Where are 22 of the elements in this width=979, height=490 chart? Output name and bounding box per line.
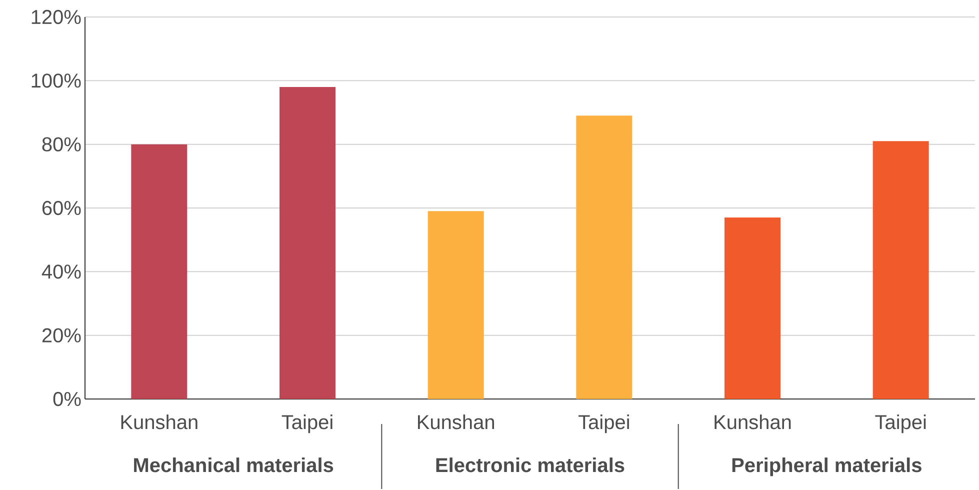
text: Mechanical materials xyxy=(134,458,334,472)
y-tick-label: 100% xyxy=(32,74,81,88)
bar xyxy=(576,116,632,399)
bar xyxy=(131,144,188,399)
x-tick-label: Kunshan xyxy=(714,414,791,430)
y-tick-label: 60% xyxy=(42,200,81,216)
x-tick-label: Taipei xyxy=(578,414,629,434)
bar xyxy=(724,218,781,399)
bar xyxy=(428,211,484,399)
text: Electronic materials xyxy=(436,458,624,472)
text: Peripheral materials xyxy=(732,458,922,476)
x-tick-label: Taipei xyxy=(875,414,926,434)
bar xyxy=(280,87,336,399)
bar xyxy=(872,141,929,399)
y-tick-label: 80% xyxy=(42,137,81,152)
y-tick-label: 20% xyxy=(42,328,81,342)
y-tick-label: 120% xyxy=(32,10,81,24)
x-tick-label: Kunshan xyxy=(418,414,494,430)
x-tick-label: Kunshan xyxy=(121,414,198,430)
y-tick-label: 40% xyxy=(42,264,81,279)
x-tick-label: Taipei xyxy=(282,414,332,434)
y-tick-label: 0% xyxy=(53,392,81,406)
